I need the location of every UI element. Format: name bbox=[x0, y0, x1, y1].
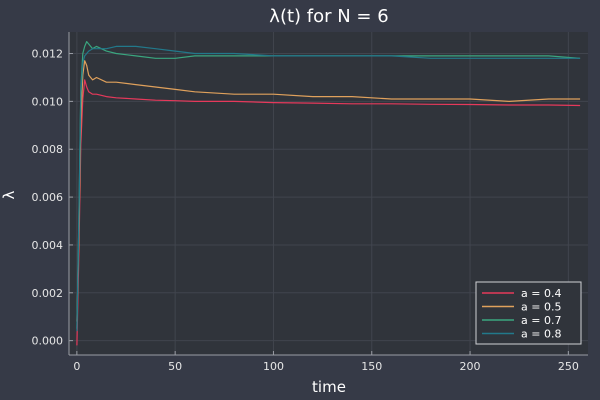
x-tick-label: 100 bbox=[263, 360, 284, 373]
series-line-3 bbox=[76, 40, 581, 329]
y-axis-label: λ bbox=[0, 190, 18, 199]
y-tick-label: 0.000 bbox=[32, 335, 64, 348]
y-tick-label: 0.012 bbox=[32, 48, 64, 61]
x-tick-label: 0 bbox=[73, 360, 80, 373]
y-tick-label: 0.006 bbox=[32, 191, 64, 204]
legend-label: a = 0.4 bbox=[521, 287, 561, 300]
y-tick-label: 0.004 bbox=[32, 239, 64, 252]
series-line-1 bbox=[76, 79, 581, 346]
legend-label: a = 0.5 bbox=[521, 301, 561, 314]
chart-title: λ(t) for N = 6 bbox=[269, 6, 388, 27]
legend-label: a = 0.8 bbox=[521, 328, 561, 341]
axes bbox=[68, 32, 588, 356]
series bbox=[76, 40, 581, 346]
x-tick-label: 50 bbox=[168, 360, 182, 373]
y-tick-label: 0.008 bbox=[32, 143, 64, 156]
legend: a = 0.4a = 0.5a = 0.7a = 0.8 bbox=[475, 281, 582, 345]
y-tick-label: 0.010 bbox=[32, 95, 64, 108]
x-tick-label: 200 bbox=[460, 360, 481, 373]
ticks: 0 50 100 150 200 250 0.000 0.002 0.004 0.006 0.008… bbox=[32, 48, 579, 373]
x-axis-label: time bbox=[312, 378, 346, 396]
y-tick-label: 0.002 bbox=[32, 287, 64, 300]
legend-label: a = 0.7 bbox=[521, 314, 561, 327]
series-line-4 bbox=[76, 45, 581, 332]
x-tick-label: 250 bbox=[558, 360, 579, 373]
series-line-2 bbox=[76, 60, 581, 322]
x-tick-label: 150 bbox=[361, 360, 382, 373]
